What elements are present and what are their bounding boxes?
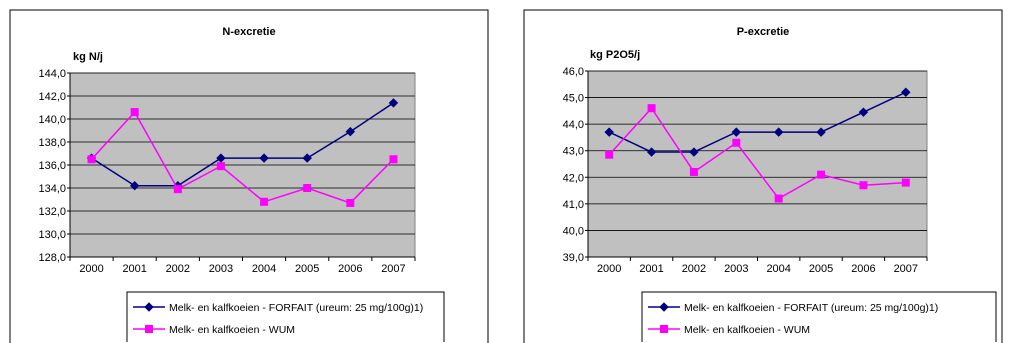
data-point-2 bbox=[817, 170, 826, 179]
data-point-2 bbox=[859, 181, 868, 190]
x-tick-label: 2001 bbox=[122, 263, 146, 275]
data-point-2 bbox=[647, 104, 656, 113]
y-tick-label: 39,0 bbox=[563, 252, 584, 264]
y-tick-label: 138,0 bbox=[38, 137, 66, 149]
data-point-1 bbox=[646, 147, 657, 157]
data-point-1 bbox=[858, 107, 869, 117]
data-point-2 bbox=[346, 198, 355, 207]
x-tick-label: 2006 bbox=[851, 263, 875, 275]
x-tick-label: 2002 bbox=[682, 263, 706, 275]
y-tick-label: 44,0 bbox=[563, 119, 584, 131]
series-line-1 bbox=[91, 102, 394, 187]
x-tick-label: 2002 bbox=[166, 263, 190, 275]
x-tick-label: 2001 bbox=[639, 263, 663, 275]
legend-box bbox=[641, 291, 997, 342]
y-tick-label: 142,0 bbox=[38, 91, 66, 103]
series-line-2 bbox=[91, 110, 394, 204]
y-tick-label: 136,0 bbox=[38, 160, 66, 172]
data-point-2 bbox=[130, 108, 139, 117]
x-tick-label: 2006 bbox=[338, 263, 362, 275]
data-point-2 bbox=[87, 155, 96, 164]
y-axis-label: kg P2O5/j bbox=[590, 49, 640, 61]
chart-title: N-excretie bbox=[222, 26, 275, 38]
chart-panel-p-excretie: P-excretie kg P2O5/j 46,0 45,0 44,0 43,0 42,0 4… bbox=[514, 0, 1014, 343]
legend-box bbox=[126, 291, 445, 342]
legend-marker-2 bbox=[660, 325, 668, 333]
chart-title: P-excretie bbox=[737, 26, 790, 38]
legend-label-2: Melk- en kalfkoeien - WUM bbox=[169, 324, 295, 336]
n-excretie-chart: N-excretie kg N/j 144,0 142,0 140,0 138,0 136,… bbox=[9, 9, 489, 343]
data-point-2 bbox=[901, 178, 910, 187]
data-point-2 bbox=[732, 138, 741, 147]
data-point-1 bbox=[604, 127, 614, 137]
x-tick-label: 2003 bbox=[209, 263, 233, 275]
legend-label-1: Melk- en kalfkoeien - FORFAIT (ureum: 25… bbox=[169, 302, 423, 314]
data-point-2 bbox=[173, 185, 182, 194]
data-point-2 bbox=[689, 167, 698, 176]
data-point-1 bbox=[689, 147, 699, 157]
chart-panel-n-excretie: N-excretie kg N/j 144,0 142,0 140,0 138,0 136,… bbox=[0, 0, 500, 343]
data-point-1 bbox=[773, 127, 784, 137]
y-tick-label: 130,0 bbox=[38, 229, 66, 241]
y-tick-label: 128,0 bbox=[38, 252, 66, 264]
series-line-2 bbox=[608, 106, 906, 200]
y-tick-label: 43,0 bbox=[563, 146, 584, 158]
plot-area bbox=[587, 70, 928, 258]
y-tick-label: 144,0 bbox=[38, 68, 66, 80]
data-point-2 bbox=[774, 194, 783, 203]
x-tick-label: 2005 bbox=[295, 263, 319, 275]
data-point-1 bbox=[816, 127, 826, 137]
x-tick-label: 2007 bbox=[894, 263, 918, 275]
y-tick-label: 46,0 bbox=[563, 66, 584, 78]
y-tick-label: 40,0 bbox=[563, 225, 584, 237]
x-tick-label: 2003 bbox=[724, 263, 748, 275]
x-tick-label: 2004 bbox=[766, 263, 790, 275]
x-tick-label: 2007 bbox=[381, 263, 405, 275]
y-tick-label: 132,0 bbox=[38, 206, 66, 218]
legend-label-1: Melk- en kalfkoeien - FORFAIT (ureum: 25… bbox=[684, 302, 938, 314]
y-tick-label: 42,0 bbox=[563, 172, 584, 184]
y-tick-label: 140,0 bbox=[38, 114, 66, 126]
data-point-1 bbox=[388, 98, 399, 108]
x-tick-label: 2000 bbox=[597, 263, 621, 275]
data-point-1 bbox=[731, 127, 742, 137]
chart-frame bbox=[523, 9, 1003, 343]
data-point-1 bbox=[345, 126, 356, 137]
data-point-1 bbox=[302, 153, 312, 163]
y-axis-label: kg N/j bbox=[73, 51, 103, 63]
series-line-1 bbox=[608, 91, 907, 153]
data-point-2 bbox=[389, 155, 398, 164]
y-tick-label: 45,0 bbox=[563, 93, 584, 105]
legend-marker-2 bbox=[145, 325, 153, 333]
y-tick-label: 134,0 bbox=[38, 183, 66, 195]
p-excretie-chart: P-excretie kg P2O5/j 46,0 45,0 44,0 43,0 42,0 4… bbox=[523, 9, 1003, 343]
data-point-2 bbox=[303, 184, 312, 192]
legend-marker-1 bbox=[659, 302, 669, 312]
data-point-2 bbox=[605, 150, 614, 159]
legend-label-2: Melk- en kalfkoeien - WUM bbox=[684, 324, 810, 336]
data-point-1 bbox=[901, 87, 911, 97]
x-tick-label: 2000 bbox=[79, 263, 103, 275]
data-point-1 bbox=[216, 153, 226, 163]
data-point-2 bbox=[260, 197, 269, 206]
legend-marker-1 bbox=[144, 302, 154, 312]
data-point-1 bbox=[259, 153, 269, 163]
data-point-2 bbox=[216, 162, 225, 171]
data-point-1 bbox=[129, 180, 140, 191]
chart-frame bbox=[9, 9, 489, 343]
x-tick-label: 2004 bbox=[252, 263, 276, 275]
x-tick-label: 2005 bbox=[809, 263, 833, 275]
y-tick-label: 41,0 bbox=[563, 199, 584, 211]
